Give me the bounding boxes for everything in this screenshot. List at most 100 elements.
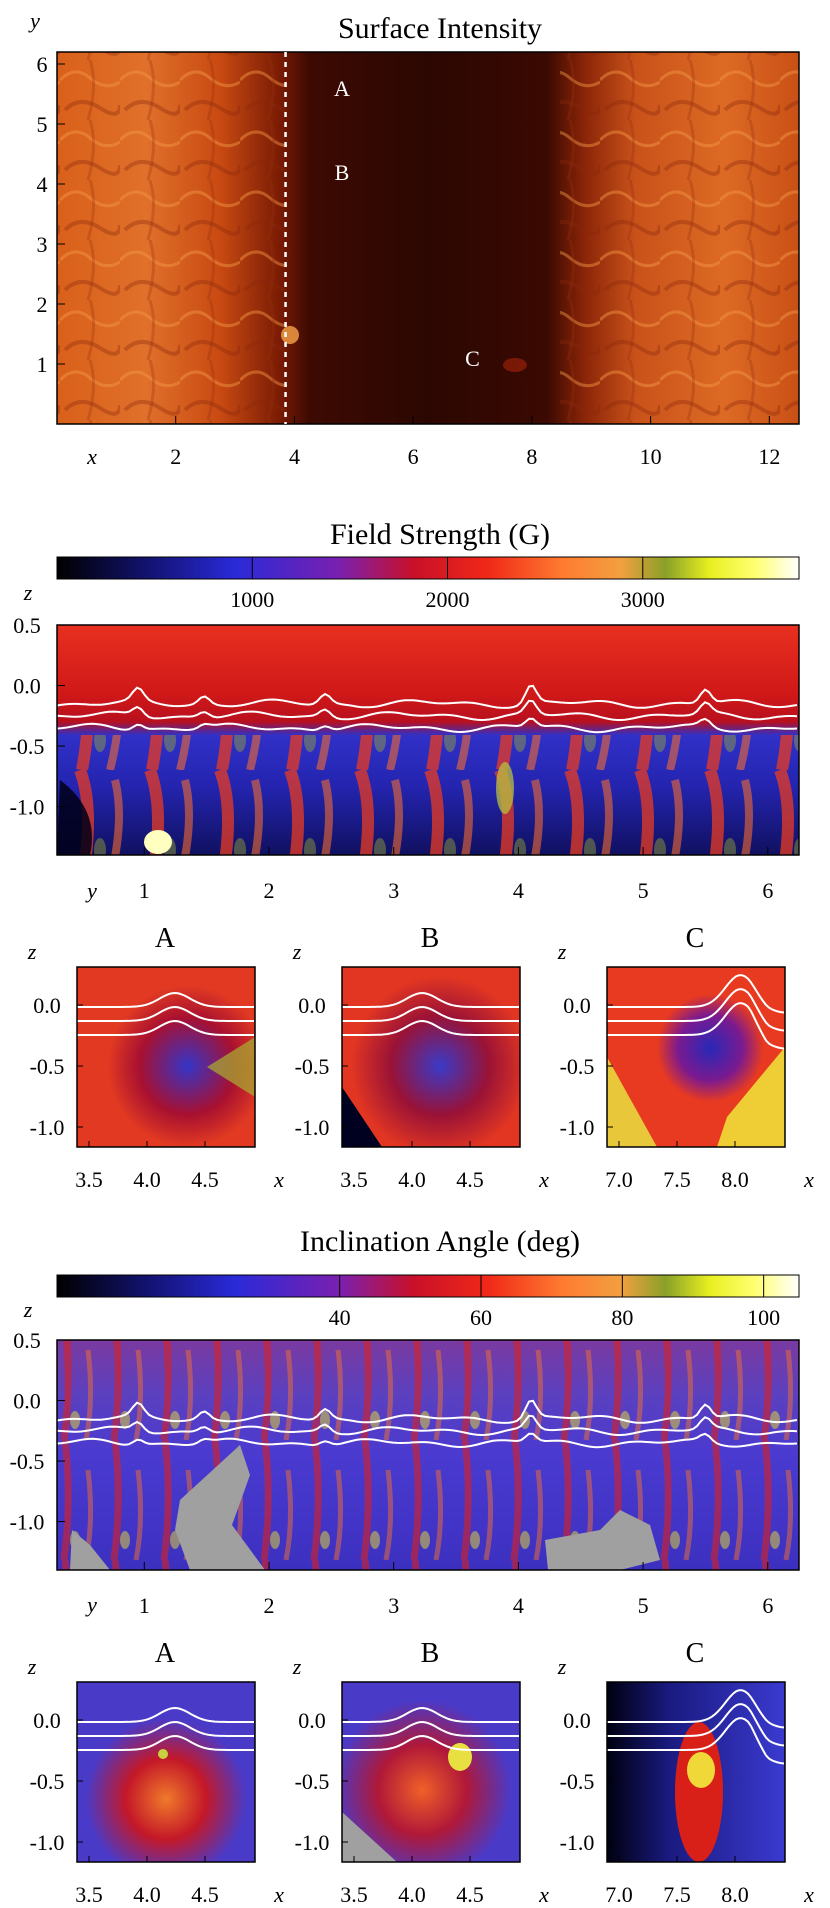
surface-marker-a: A <box>334 76 350 101</box>
incl-z-ticks: 0.5 0.0 -0.5 -1.0 <box>10 1328 65 1535</box>
inset-xtick-label: 7.5 <box>663 1167 691 1192</box>
surface-granulation-left <box>57 52 287 424</box>
surface-panel: Surface Intensity y ABC 2 4 6 8 10 12 123456 … <box>28 8 800 469</box>
inset-ztick-label: 0.0 <box>563 993 591 1018</box>
inset-contour <box>607 1717 785 1765</box>
inset-xtick-label: 3.5 <box>340 1167 368 1192</box>
surface-xlabel: x <box>86 444 97 469</box>
inset-contour <box>342 1005 519 1022</box>
inset-contour <box>77 1720 254 1737</box>
inset-zlabel: z <box>27 939 37 964</box>
surface-bright-point <box>281 326 299 344</box>
inset-ztick-label: -0.5 <box>30 1769 65 1794</box>
inset-image <box>342 967 520 1147</box>
ztick-label: 0.0 <box>13 1389 41 1414</box>
field-colorbar-ticks: 1000 2000 3000 <box>230 557 665 612</box>
xtick-label: 3 <box>388 878 399 903</box>
inset-frame <box>341 966 521 1148</box>
surface-ytick-label: 5 <box>37 112 48 137</box>
inset-ztick-label: 0.0 <box>563 1708 591 1733</box>
inset-ztick-label: 0.0 <box>298 993 326 1018</box>
inset-xtick-label: 7.0 <box>605 1167 633 1192</box>
xtick-label: 5 <box>638 1593 649 1618</box>
inset-ztick-label: -1.0 <box>30 1830 65 1855</box>
inset-contour <box>342 1019 519 1036</box>
inset-xtick-label: 4.5 <box>191 1882 219 1907</box>
inset-xtick-label: 4.0 <box>398 1167 426 1192</box>
colorbar-tick-label: 40 <box>329 1305 351 1330</box>
inset-ztick-label: -0.5 <box>295 1769 330 1794</box>
inset-contour <box>77 991 254 1008</box>
inset-contour <box>342 1720 519 1737</box>
surface-marker-b: B <box>335 160 350 185</box>
ztick-label: 0.5 <box>13 1328 41 1353</box>
inset-contour <box>342 991 519 1008</box>
field-panel: Field Strength (G) 1000 2000 3000 z 1 2 3 4 5 6… <box>10 518 800 903</box>
inset-a: Az 0.0 -0.5 -1.0 3.5 4.0 4.5 x <box>27 923 284 1192</box>
incl-colorbar <box>56 1274 800 1298</box>
inset-xtick-label: 8.0 <box>721 1882 749 1907</box>
surface-frame <box>56 51 800 425</box>
ztick-label: -0.5 <box>10 734 45 759</box>
surface-granulation-right <box>560 52 799 424</box>
inset-frame <box>341 1681 521 1863</box>
surface-xtick-label: 2 <box>170 444 181 469</box>
inset-xtick-label: 4.5 <box>191 1167 219 1192</box>
inset-contour <box>607 1002 785 1050</box>
field-zlabel: z <box>23 580 33 605</box>
field-xlabel: y <box>85 878 97 903</box>
colorbar-tick-label: 2000 <box>426 587 470 612</box>
inset-xtick-label: 7.5 <box>663 1882 691 1907</box>
inset-xtick-label: 3.5 <box>75 1882 103 1907</box>
surface-ytick-label: 2 <box>37 292 48 317</box>
inset-zlabel: z <box>292 1654 302 1679</box>
inset-xtick-label: 3.5 <box>75 1167 103 1192</box>
inset-gray-region <box>342 1812 397 1862</box>
surface-ytick-label: 3 <box>37 232 48 257</box>
inset-ztick-label: -1.0 <box>30 1115 65 1140</box>
incl-frame <box>56 1339 800 1571</box>
inset-xtick-label: 7.0 <box>605 1882 633 1907</box>
surface-ytick-label: 1 <box>37 352 48 377</box>
contour-line <box>56 1399 798 1424</box>
inset-contour <box>77 1019 254 1036</box>
inset-zlabel: z <box>557 939 567 964</box>
incl-gray-region-3 <box>545 1510 660 1570</box>
colorbar-tick-label: 100 <box>747 1305 780 1330</box>
colorbar-tick-label: 3000 <box>621 587 665 612</box>
inset-xtick-label: 4.0 <box>133 1167 161 1192</box>
inset-contour <box>77 1005 254 1022</box>
incl-texture <box>57 1340 799 1570</box>
inset-frame <box>606 966 786 1148</box>
inset-contour <box>607 1689 785 1729</box>
inset-title: C <box>686 923 705 954</box>
inset-xtick-label: 3.5 <box>340 1882 368 1907</box>
xtick-label: 2 <box>264 878 275 903</box>
xtick-label: 6 <box>762 878 773 903</box>
xtick-label: 5 <box>638 878 649 903</box>
inset-yellow-patch <box>607 1057 657 1147</box>
inset-xtick-label: 4.0 <box>398 1882 426 1907</box>
surface-xtick-label: 12 <box>758 444 780 469</box>
ztick-label: 0.0 <box>13 674 41 699</box>
xtick-label: 4 <box>513 1593 524 1618</box>
inset-title: A <box>155 1638 176 1669</box>
inset-contour <box>607 974 785 1014</box>
contour-line <box>56 699 798 722</box>
incl-contours <box>56 1399 798 1449</box>
surface-ylabel: y <box>28 8 40 33</box>
inset-title: C <box>686 1638 705 1669</box>
inset-ztick-label: 0.0 <box>33 1708 61 1733</box>
incl-gray-region-2 <box>175 1445 265 1570</box>
field-frame <box>56 624 800 856</box>
inset-contour <box>607 1703 785 1747</box>
surface-markers: A B C <box>334 76 480 371</box>
inset-image <box>342 1682 520 1862</box>
incl-gray-region-1 <box>70 1530 110 1570</box>
colorbar-tick-label: 1000 <box>230 587 274 612</box>
ztick-label: -1.0 <box>10 1510 45 1535</box>
inset-xtick-label: 4.0 <box>133 1882 161 1907</box>
inset-frame <box>606 1681 786 1863</box>
inset-yellow-patch-2 <box>717 1047 785 1147</box>
inset-xtick-label: 8.0 <box>721 1167 749 1192</box>
